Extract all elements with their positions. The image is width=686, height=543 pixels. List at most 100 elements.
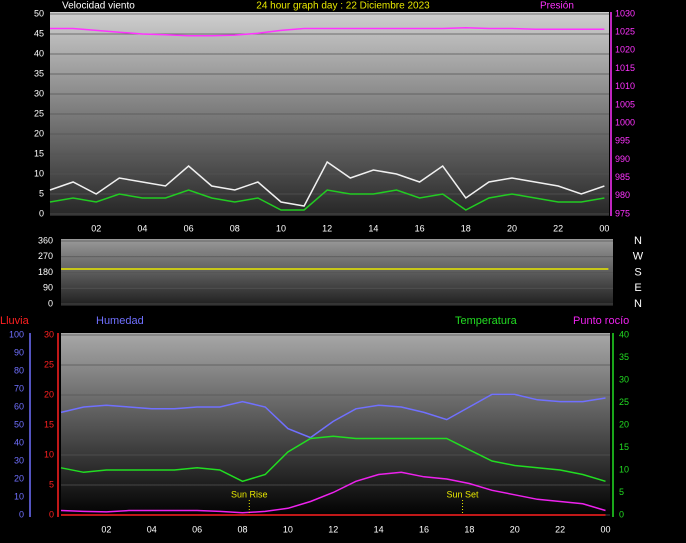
y2-tick-label: 995 xyxy=(615,136,630,146)
y2-tick-label: 1005 xyxy=(615,99,635,109)
y3-tick-label: 70 xyxy=(14,383,24,393)
series-line xyxy=(60,435,606,483)
x-tick-label: 04 xyxy=(137,223,147,233)
series-line xyxy=(49,160,605,207)
x-tick-label: 12 xyxy=(328,524,338,534)
y3-tick-label: 50 xyxy=(14,419,24,429)
y-tick-label: 360 xyxy=(38,235,53,245)
y-tick-label: 20 xyxy=(44,389,54,399)
x-tick-label: 22 xyxy=(553,223,563,233)
compass-label: W xyxy=(633,251,644,263)
y-tick-label: 0 xyxy=(49,509,54,519)
y-tick-label: 5 xyxy=(39,188,44,198)
x-tick-label: 14 xyxy=(374,524,384,534)
y-axis-title: Velocidad viento xyxy=(62,1,135,12)
y2-tick-label: 1030 xyxy=(615,8,635,18)
y2-tick-label: 25 xyxy=(619,397,629,407)
x-tick-label: 12 xyxy=(322,223,332,233)
series-name: Punto rocío xyxy=(573,315,629,327)
x-tick-label: 08 xyxy=(237,524,247,534)
y-tick-label: 15 xyxy=(34,148,44,158)
y-tick-label: 270 xyxy=(38,251,53,261)
y-tick-label: 10 xyxy=(44,449,54,459)
x-tick-label: 02 xyxy=(91,223,101,233)
y-tick-label: 30 xyxy=(44,329,54,339)
x-tick-label: 02 xyxy=(101,524,111,534)
y2-tick-label: 980 xyxy=(615,190,630,200)
y-tick-label: 90 xyxy=(43,283,53,293)
x-tick-label: 18 xyxy=(461,223,471,233)
series-line xyxy=(60,393,606,439)
compass-label: N xyxy=(634,298,642,310)
y3-tick-label: 0 xyxy=(19,509,24,519)
y-tick-label: 35 xyxy=(34,68,44,78)
y2-axis-title: Presión xyxy=(540,1,574,12)
x-tick-label: 16 xyxy=(419,524,429,534)
y-tick-label: 10 xyxy=(34,168,44,178)
series-name: Humedad xyxy=(96,315,144,327)
y3-tick-label: 90 xyxy=(14,347,24,357)
y2-tick-label: 990 xyxy=(615,154,630,164)
y2-tick-label: 20 xyxy=(619,419,629,429)
y2-tick-label: 0 xyxy=(619,509,624,519)
y-tick-label: 0 xyxy=(39,208,44,218)
x-tick-label: 06 xyxy=(184,223,194,233)
y-tick-label: 30 xyxy=(34,88,44,98)
y2-tick-label: 985 xyxy=(615,172,630,182)
x-tick-label: 22 xyxy=(555,524,565,534)
y3-tick-label: 30 xyxy=(14,455,24,465)
y3-tick-label: 100 xyxy=(9,329,24,339)
compass-label: N xyxy=(634,235,642,247)
y2-tick-label: 15 xyxy=(619,442,629,452)
y-tick-label: 50 xyxy=(34,8,44,18)
y3-tick-label: 80 xyxy=(14,365,24,375)
series-line xyxy=(50,27,605,37)
y-tick-label: 25 xyxy=(44,359,54,369)
y-tick-label: 45 xyxy=(34,28,44,38)
y2-tick-label: 30 xyxy=(619,374,629,384)
y-tick-label: 5 xyxy=(49,479,54,489)
compass-label: E xyxy=(634,282,641,294)
series-line xyxy=(49,189,605,211)
y2-tick-label: 1025 xyxy=(615,27,635,37)
x-tick-label: 18 xyxy=(464,524,474,534)
y-tick-label: 40 xyxy=(34,48,44,58)
annotation: Sun Rise xyxy=(231,489,268,499)
x-tick-label: 20 xyxy=(507,223,517,233)
compass-label: S xyxy=(634,266,641,278)
series-name: Lluvia xyxy=(0,315,30,327)
series-name: Temperatura xyxy=(455,315,518,327)
y-tick-label: 20 xyxy=(34,128,44,138)
y2-tick-label: 5 xyxy=(619,487,624,497)
x-tick-label: 06 xyxy=(192,524,202,534)
y2-tick-label: 35 xyxy=(619,352,629,362)
x-tick-label: 10 xyxy=(276,223,286,233)
x-tick-label: 08 xyxy=(230,223,240,233)
y-tick-label: 25 xyxy=(34,108,44,118)
y3-tick-label: 60 xyxy=(14,401,24,411)
y-tick-label: 15 xyxy=(44,419,54,429)
y-tick-label: 180 xyxy=(38,267,53,277)
y-tick-label: 0 xyxy=(48,298,53,308)
x-tick-label: 14 xyxy=(368,223,378,233)
y3-tick-label: 40 xyxy=(14,437,24,447)
annotation: Sun Set xyxy=(447,489,480,499)
series-line xyxy=(60,471,606,514)
x-tick-label: 04 xyxy=(147,524,157,534)
y2-tick-label: 1010 xyxy=(615,81,635,91)
x-tick-label: 00 xyxy=(600,524,610,534)
y3-tick-label: 10 xyxy=(14,491,24,501)
x-tick-label: 20 xyxy=(510,524,520,534)
x-tick-label: 10 xyxy=(283,524,293,534)
y2-tick-label: 1000 xyxy=(615,117,635,127)
x-tick-label: 00 xyxy=(599,223,609,233)
y2-tick-label: 1015 xyxy=(615,63,635,73)
y2-tick-label: 10 xyxy=(619,464,629,474)
y2-tick-label: 40 xyxy=(619,329,629,339)
y2-tick-label: 1020 xyxy=(615,45,635,55)
y2-tick-label: 975 xyxy=(615,208,630,218)
y3-tick-label: 20 xyxy=(14,473,24,483)
x-tick-label: 16 xyxy=(415,223,425,233)
chart-title: 24 hour graph day : 22 Diciembre 2023 xyxy=(256,1,430,12)
